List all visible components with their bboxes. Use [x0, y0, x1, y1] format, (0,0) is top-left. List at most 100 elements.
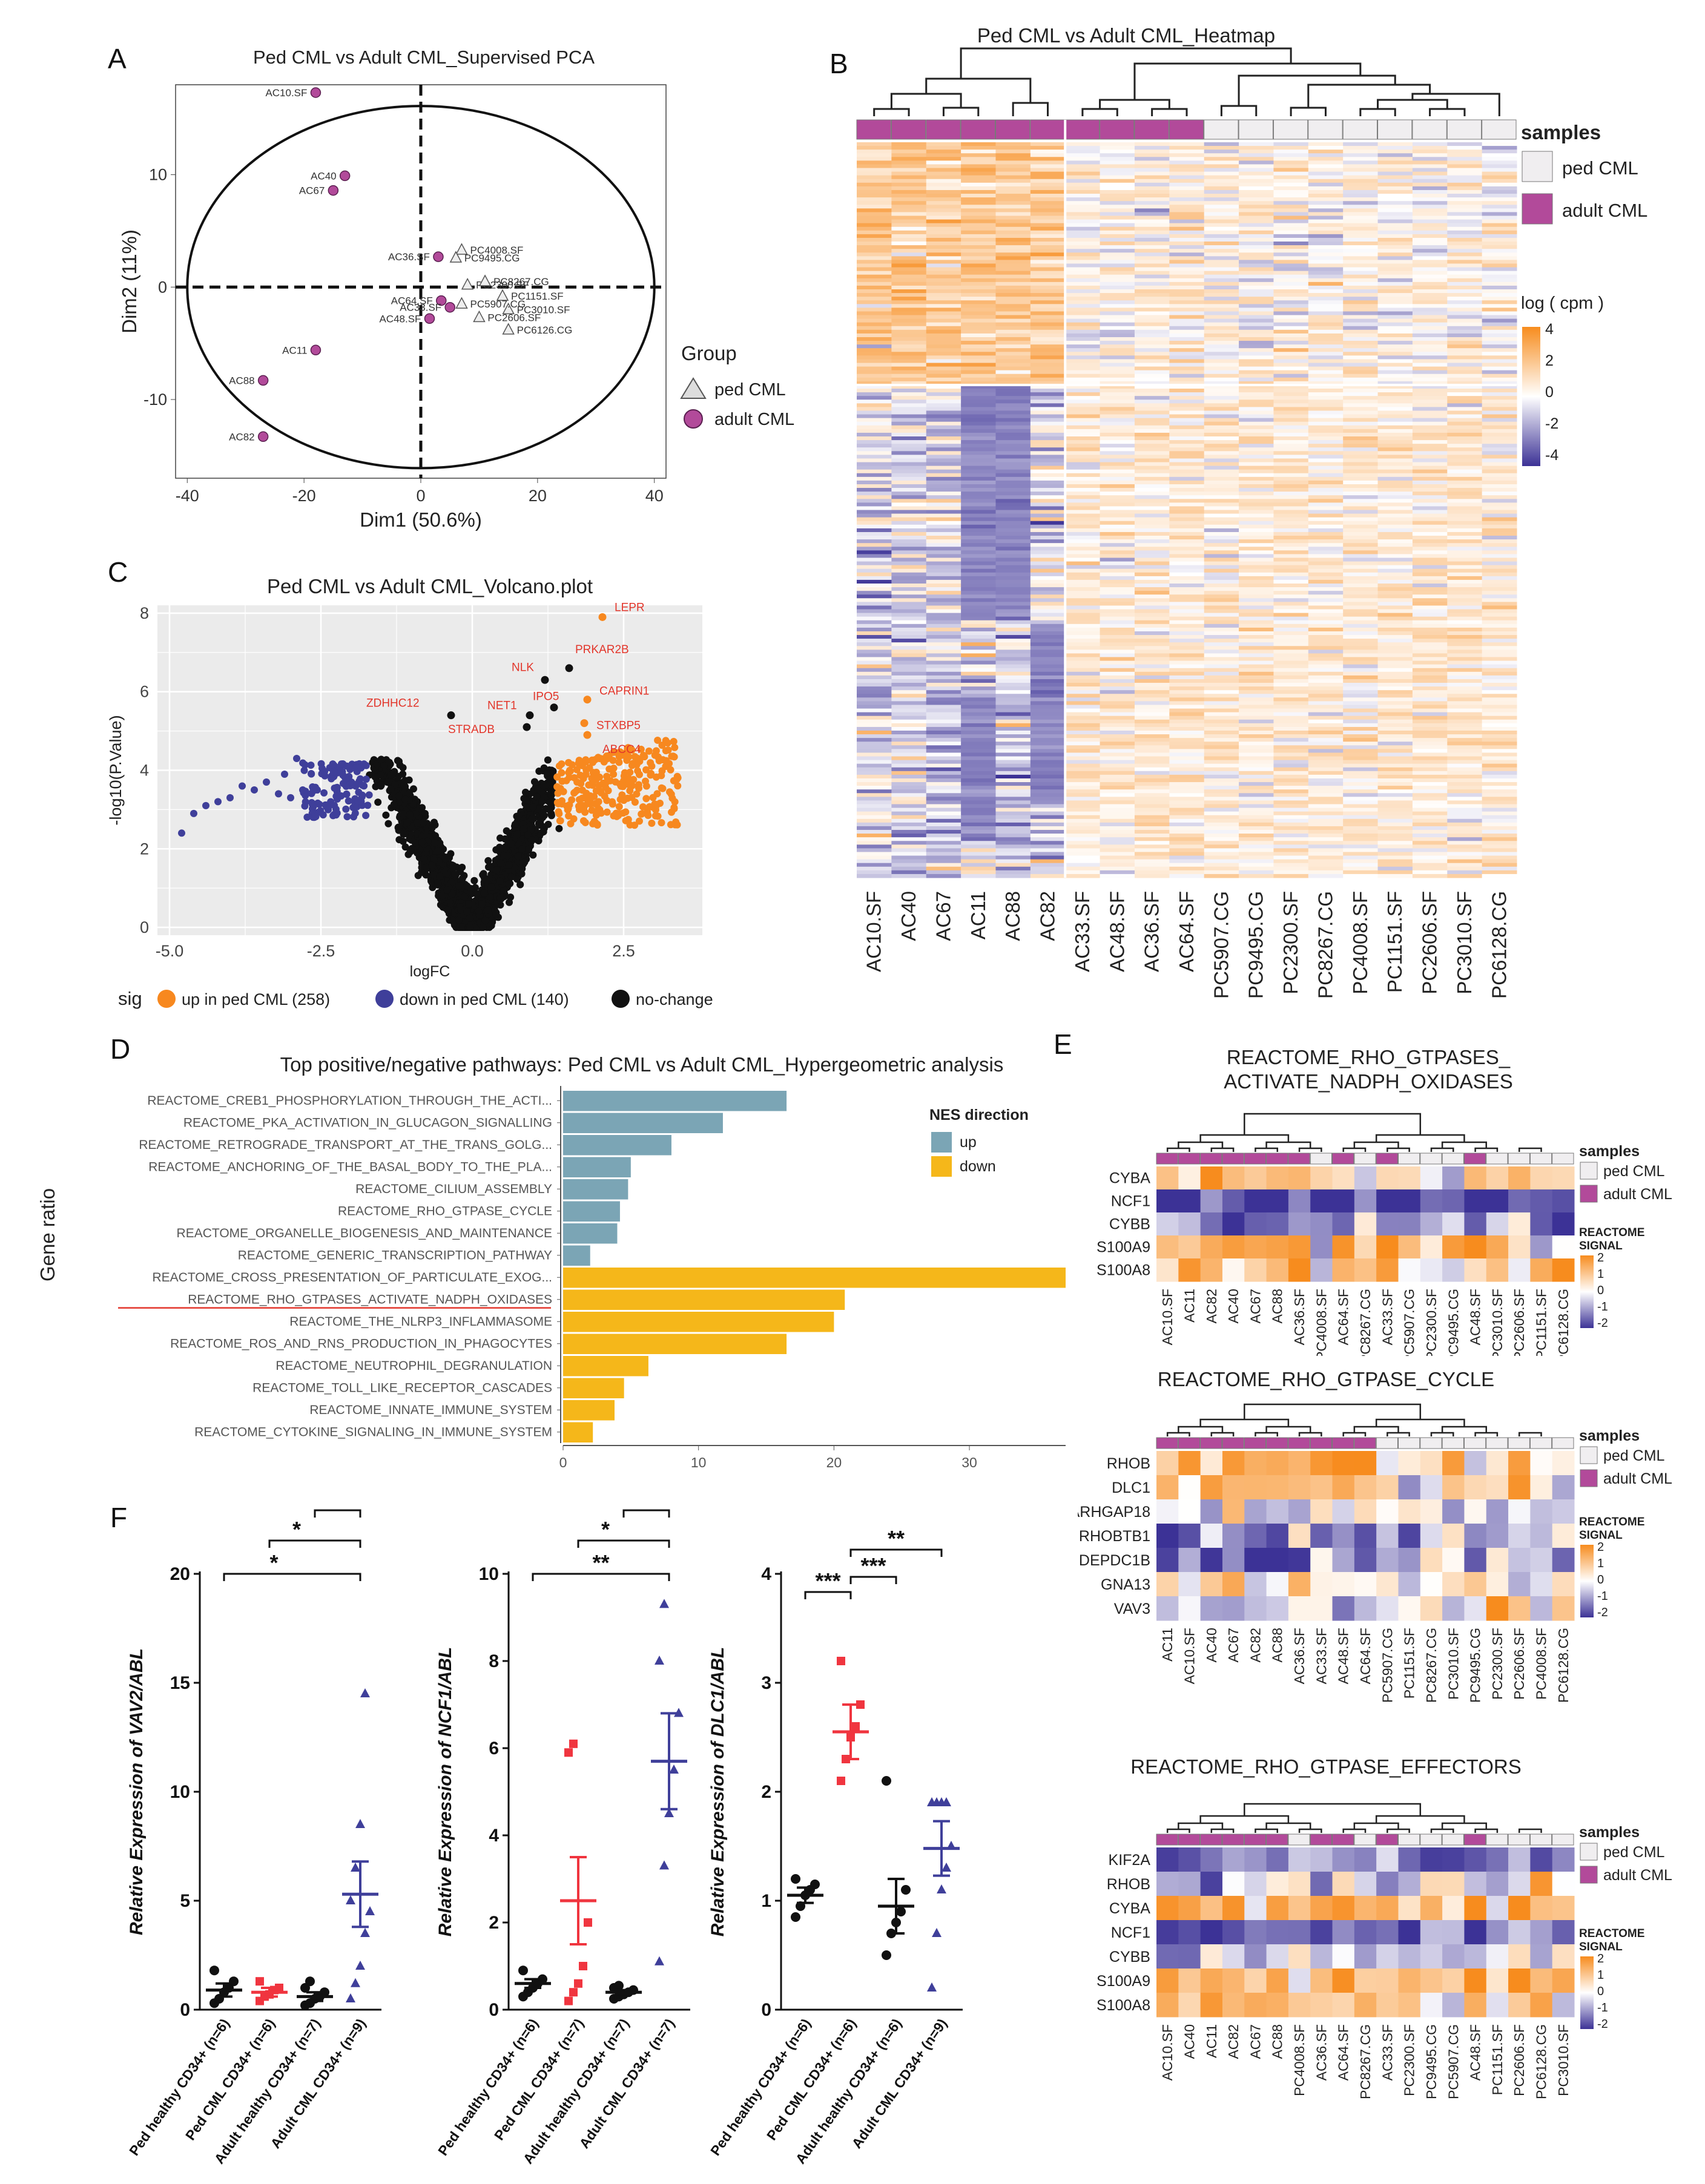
heatmap-cell	[891, 164, 927, 169]
heatmap-cell	[1239, 267, 1274, 272]
heatmap-cell	[1308, 252, 1344, 257]
heatmap-cell	[1412, 150, 1448, 154]
heatmap-cell	[1447, 653, 1483, 657]
heatmap-cell	[1412, 749, 1448, 753]
heatmap-cell	[1134, 377, 1170, 382]
heatmap-cell	[1273, 363, 1309, 367]
heatmap-cell	[1308, 359, 1344, 363]
heatmap-cell	[1239, 189, 1274, 194]
heatmap-column-label: PC1151.SF	[1383, 891, 1406, 993]
heatmap-cell	[1273, 315, 1309, 320]
heatmap-cell	[1447, 760, 1483, 765]
heatmap-cell	[1343, 528, 1379, 533]
sample-annotation-cell	[1169, 119, 1204, 140]
heatmap-cell	[1134, 396, 1170, 400]
heatmap-cell	[1030, 807, 1066, 812]
heatmap-cell	[1030, 421, 1066, 426]
heatmap-cell	[1134, 153, 1170, 157]
heatmap-cell	[961, 664, 996, 669]
heatmap-cell	[1482, 230, 1517, 235]
heatmap-cell	[857, 715, 892, 720]
heatmap-cell	[1169, 480, 1205, 485]
heatmap-cell	[1412, 205, 1448, 209]
heatmap-cell	[1065, 834, 1101, 838]
heatmap-cell	[891, 521, 927, 525]
heatmap-cell	[1100, 855, 1135, 860]
heatmap-cell	[1030, 274, 1066, 279]
heatmap-cell	[857, 635, 892, 639]
heatmap-cell	[1412, 594, 1448, 599]
sample-annotation-cell	[1273, 119, 1308, 140]
heatmap-cell	[1065, 708, 1101, 713]
heatmap-cell	[961, 359, 996, 363]
heatmap-cell	[1204, 245, 1239, 249]
heatmap-cell	[1482, 208, 1517, 212]
heatmap-cell	[891, 271, 927, 275]
heatmap-cell	[1134, 510, 1170, 515]
heatmap-cell	[1377, 164, 1413, 169]
heatmap-cell	[1377, 403, 1413, 407]
heatmap-cell	[1134, 679, 1170, 683]
heatmap-cell	[1482, 826, 1517, 831]
heatmap-cell	[995, 289, 1031, 294]
heatmap-cell	[961, 591, 996, 595]
heatmap-cell	[1482, 373, 1517, 378]
heatmap-cell	[961, 690, 996, 694]
heatmap-cell	[1030, 834, 1066, 838]
heatmap-cell	[1030, 719, 1066, 724]
heatmap-cell	[1100, 584, 1135, 588]
heatmap-cell	[1100, 458, 1135, 463]
heatmap-cell	[995, 300, 1031, 304]
heatmap-cell	[1447, 616, 1483, 621]
heatmap-cell	[1134, 410, 1170, 415]
heatmap-cell	[1377, 359, 1413, 363]
heatmap-cell	[1377, 506, 1413, 510]
heatmap-cell	[1482, 384, 1517, 389]
heatmap-cell	[1134, 547, 1170, 551]
heatmap-cell	[1239, 506, 1274, 510]
heatmap-cell	[1482, 366, 1517, 371]
pca-point-label: AC67	[299, 185, 325, 197]
heatmap-cell	[857, 623, 892, 628]
heatmap-cell	[961, 281, 996, 286]
heatmap-cell	[961, 734, 996, 738]
heatmap-cell	[1482, 455, 1517, 459]
heatmap-cell	[1377, 609, 1413, 614]
heatmap-cell	[926, 712, 961, 717]
heatmap-cell	[1030, 444, 1066, 448]
heatmap-cell	[1204, 524, 1239, 529]
heatmap-cell	[1412, 863, 1448, 867]
heatmap-cell	[961, 237, 996, 242]
heatmap-cell	[1134, 664, 1170, 669]
pca-point-label: AC64.SF	[391, 295, 433, 307]
heatmap-cell	[1447, 568, 1483, 573]
pca-point-label: AC40	[311, 170, 337, 182]
heatmap-cell	[1239, 513, 1274, 518]
heatmap-cell	[1308, 267, 1344, 272]
heatmap-cell	[1377, 778, 1413, 783]
heatmap-cell	[1482, 289, 1517, 294]
heatmap-cell	[857, 333, 892, 338]
heatmap-cell	[1343, 407, 1379, 411]
heatmap-cell	[926, 528, 961, 533]
heatmap-cell	[1239, 660, 1274, 665]
heatmap-cell	[857, 465, 892, 470]
heatmap-cell	[857, 826, 892, 831]
heatmap-cell	[1169, 502, 1205, 507]
heatmap-cell	[1308, 602, 1344, 606]
heatmap-cell	[891, 605, 927, 610]
heatmap-cell	[1412, 186, 1448, 191]
heatmap-cell	[1169, 451, 1205, 455]
heatmap-cell	[1134, 830, 1170, 834]
heatmap-cell	[857, 150, 892, 154]
heatmap-cell	[1065, 194, 1101, 198]
heatmap-cell	[1308, 811, 1344, 816]
heatmap-cell	[1169, 407, 1205, 411]
heatmap-cell	[1482, 502, 1517, 507]
heatmap-cell	[1100, 341, 1135, 345]
heatmap-cell	[1273, 683, 1309, 687]
heatmap-cell	[1134, 675, 1170, 680]
heatmap-cell	[1308, 297, 1344, 301]
heatmap-cell	[1412, 738, 1448, 742]
heatmap-cell	[1343, 208, 1379, 212]
